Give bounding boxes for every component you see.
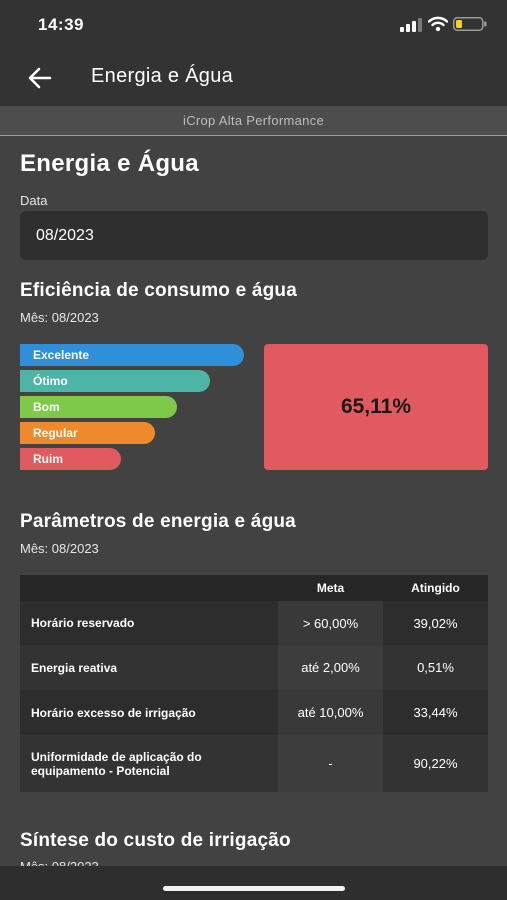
table-header-meta: Meta: [278, 575, 383, 601]
app-bar: Energia e Água: [0, 50, 507, 106]
table-row: Horário excesso de irrigação até 10,00% …: [20, 690, 488, 735]
date-field-label: Data: [20, 193, 48, 208]
row-meta: até 2,00%: [278, 645, 383, 690]
app-bar-title: Energia e Água: [91, 65, 234, 87]
table-row: Horário reservado > 60,00% 39,02%: [20, 601, 488, 645]
cellular-signal-icon: [400, 18, 422, 32]
home-indicator[interactable]: [163, 886, 345, 891]
page-title: Energia e Água: [20, 150, 199, 177]
date-field[interactable]: 08/2023: [20, 211, 488, 260]
legend-bar-excelente: Excelente: [20, 344, 244, 366]
legend-bar-bom: Bom: [20, 396, 177, 418]
wifi-icon: [428, 16, 448, 32]
row-meta: -: [278, 735, 383, 792]
cost-section-title: Síntese do custo de irrigação: [20, 830, 291, 851]
table-row: Uniformidade de aplicação do equipamento…: [20, 735, 488, 792]
row-atingido: 39,02%: [383, 601, 488, 645]
row-atingido: 33,44%: [383, 690, 488, 735]
efficiency-result-value: 65,11%: [340, 395, 412, 418]
row-atingido: 90,22%: [383, 735, 488, 792]
parameters-section-month: Mês: 08/2023: [20, 541, 99, 556]
back-arrow-icon[interactable]: [26, 64, 54, 92]
status-time: 14:39: [38, 15, 84, 34]
table-header-atingido: Atingido: [383, 575, 488, 601]
table-row: Energia reativa até 2,00% 0,51%: [20, 645, 488, 690]
efficiency-section-title: Eficiência de consumo e água: [20, 280, 297, 301]
battery-icon: [453, 17, 487, 31]
status-bar: 14:39: [0, 0, 507, 50]
row-label: Horário reservado: [20, 601, 278, 645]
row-meta: até 10,00%: [278, 690, 383, 735]
efficiency-result-card: 65,11%: [264, 344, 488, 470]
table-header-label: [20, 575, 278, 601]
row-atingido: 0,51%: [383, 645, 488, 690]
parameters-section-title: Parâmetros de energia e água: [20, 511, 296, 532]
row-label: Uniformidade de aplicação do equipamento…: [20, 735, 278, 792]
efficiency-section-month: Mês: 08/2023: [20, 310, 99, 325]
legend-bar-ruim: Ruim: [20, 448, 121, 470]
row-label: Energia reativa: [20, 645, 278, 690]
table-header-row: Meta Atingido: [20, 575, 488, 601]
legend-bar-otimo: Ótimo: [20, 370, 210, 392]
row-meta: > 60,00%: [278, 601, 383, 645]
legend-bar-regular: Regular: [20, 422, 155, 444]
parameters-table: Meta Atingido Horário reservado > 60,00%…: [20, 575, 488, 792]
row-label: Horário excesso de irrigação: [20, 690, 278, 735]
app-name-banner: iCrop Alta Performance: [0, 106, 507, 136]
home-indicator-bar: [0, 866, 507, 900]
